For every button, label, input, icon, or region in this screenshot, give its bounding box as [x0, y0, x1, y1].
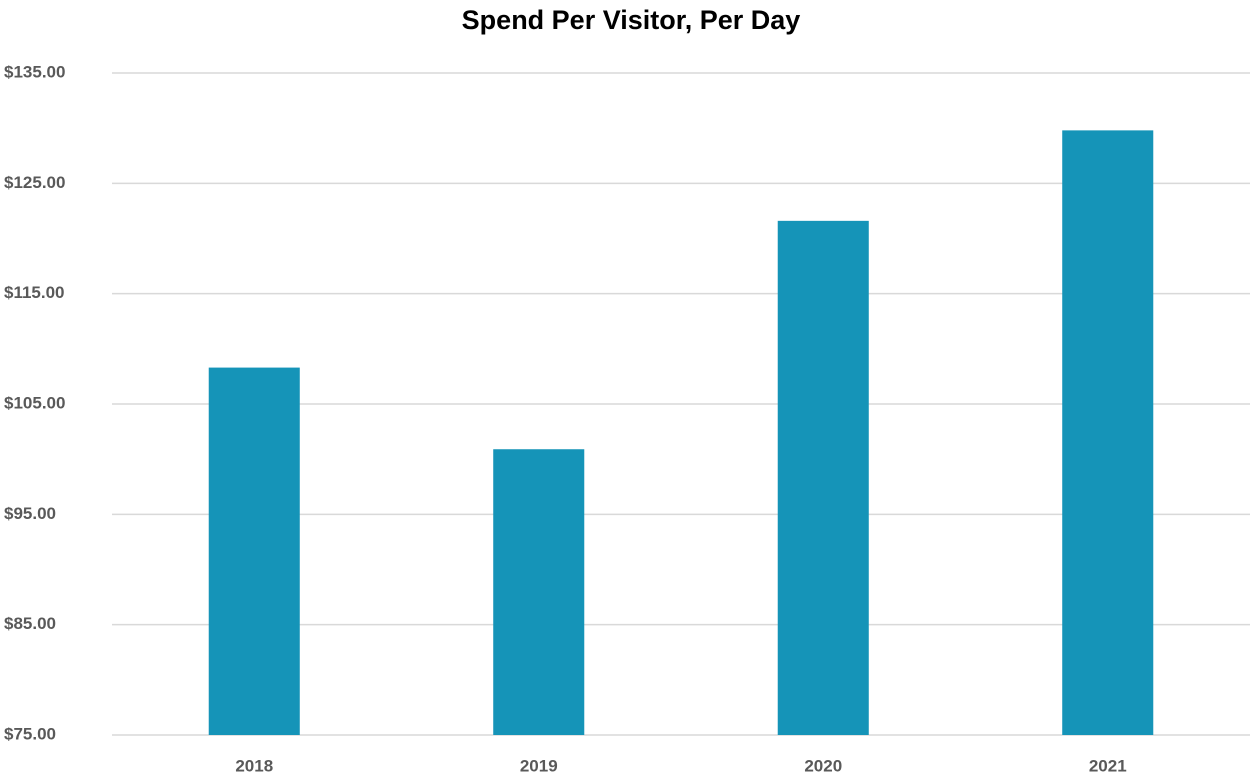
bar: [1062, 130, 1154, 735]
bar: [208, 367, 300, 735]
y-tick-label: $95.00: [4, 504, 56, 523]
bar: [493, 449, 585, 735]
chart-title: Spend Per Visitor, Per Day: [462, 5, 801, 35]
y-tick-label: $125.00: [4, 173, 65, 192]
y-tick-label: $135.00: [4, 62, 65, 81]
y-tick-label: $85.00: [4, 614, 56, 633]
x-tick-label: 2018: [235, 756, 273, 775]
y-tick-label: $75.00: [4, 724, 56, 743]
y-tick-label: $105.00: [4, 393, 65, 412]
x-tick-label: 2020: [804, 756, 842, 775]
x-tick-label: 2019: [520, 756, 558, 775]
y-tick-label: $115.00: [4, 283, 65, 302]
x-tick-label: 2021: [1089, 756, 1127, 775]
bar: [777, 220, 869, 735]
